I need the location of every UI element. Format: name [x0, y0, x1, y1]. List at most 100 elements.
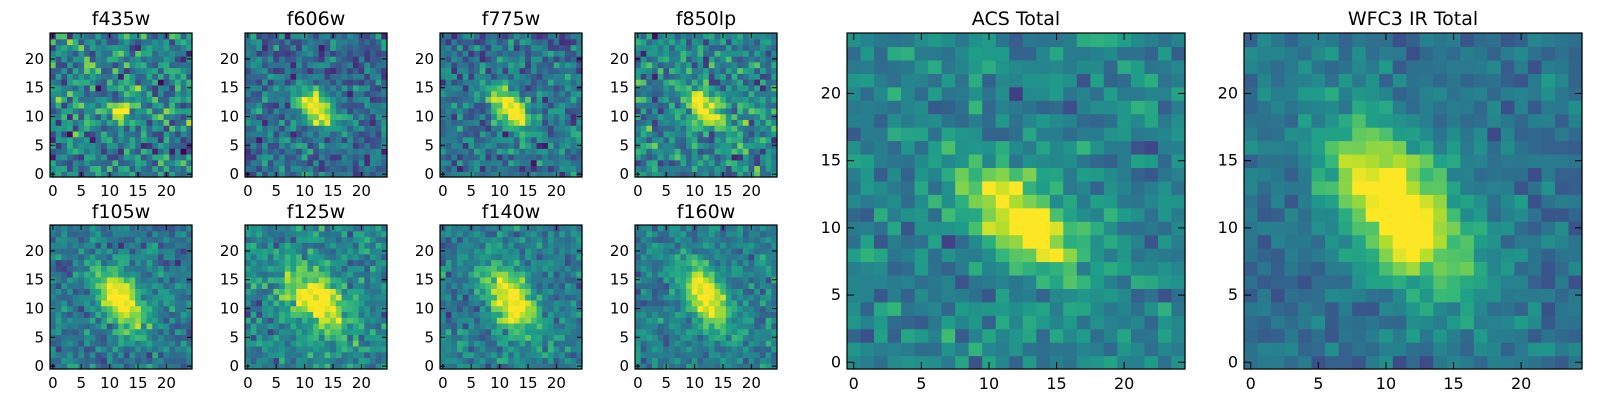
- heatmap-cell: [318, 311, 326, 318]
- heatmap-cell: [296, 253, 303, 261]
- heatmap-cell: [358, 61, 365, 69]
- heatmap-cell: [708, 363, 716, 370]
- heatmap-cell: [530, 142, 538, 149]
- heatmap-cell: [163, 73, 170, 80]
- heatmap-cell: [731, 61, 738, 69]
- heatmap-cell: [89, 56, 97, 63]
- heatmap-cell: [324, 357, 331, 364]
- heatmap-cell: [663, 276, 670, 284]
- heatmap-cell: [163, 38, 170, 46]
- heatmap-cell: [313, 73, 320, 80]
- heatmap-cell: [462, 299, 469, 307]
- heatmap-cell: [519, 67, 526, 74]
- heatmap-cell: [530, 73, 538, 80]
- heatmap-cell: [84, 79, 91, 86]
- heatmap-cell: [335, 102, 343, 109]
- heatmap-cell: [174, 311, 182, 318]
- heatmap-cell: [267, 102, 274, 109]
- heatmap-cell: [508, 102, 515, 109]
- heatmap-cell: [250, 33, 257, 40]
- heatmap-cell: [652, 79, 659, 86]
- heatmap-cell: [674, 142, 682, 149]
- heatmap-cell: [95, 271, 102, 278]
- heatmap-cell: [530, 265, 538, 272]
- heatmap-cell: [347, 340, 354, 347]
- heatmap-cell: [451, 236, 458, 243]
- heatmap-cell: [290, 236, 297, 243]
- x-tick-label: 10: [490, 374, 509, 392]
- heatmap-cell: [759, 67, 767, 74]
- heatmap-cell: [174, 230, 182, 238]
- heatmap-cell: [352, 265, 360, 272]
- heatmap-cell: [101, 340, 108, 347]
- heatmap-cell: [123, 102, 131, 109]
- heatmap-cell: [697, 305, 704, 312]
- heatmap-cell: [754, 33, 761, 40]
- heatmap-cell: [301, 236, 309, 243]
- heatmap-cell: [135, 84, 142, 92]
- heatmap-cell: [635, 38, 642, 46]
- heatmap-cell: [174, 113, 182, 120]
- heatmap-cell: [640, 107, 647, 115]
- heatmap-cell: [737, 33, 744, 40]
- heatmap-cell: [559, 148, 566, 155]
- heatmap-cell: [245, 119, 252, 126]
- heatmap-cell: [174, 242, 182, 249]
- heatmap-cell: [375, 90, 382, 97]
- heatmap-cell: [502, 282, 509, 289]
- heatmap-cell: [635, 159, 642, 167]
- heatmap-cell: [680, 67, 687, 74]
- heatmap-cell: [279, 265, 286, 272]
- heatmap-cell: [347, 130, 354, 138]
- heatmap-cell: [725, 84, 733, 92]
- heatmap-cell: [180, 148, 187, 155]
- heatmap-cell: [703, 165, 710, 172]
- heatmap-cell: [135, 159, 142, 167]
- heatmap-cell: [180, 107, 187, 115]
- heatmap-cell: [358, 79, 365, 86]
- heatmap-cell: [78, 334, 85, 341]
- heatmap-cell: [347, 33, 354, 40]
- heatmap-cell: [358, 242, 365, 249]
- heatmap-cell: [462, 322, 469, 330]
- heatmap-cell: [267, 107, 274, 115]
- heatmap-cell: [318, 125, 326, 132]
- heatmap-cell: [157, 225, 165, 232]
- heatmap-cell: [703, 79, 710, 86]
- heatmap-cell: [536, 248, 543, 255]
- heatmap-cell: [669, 165, 676, 172]
- heatmap-cell: [491, 322, 498, 330]
- heatmap-cell: [129, 299, 136, 307]
- heatmap-cell: [708, 102, 716, 109]
- heatmap-cell: [553, 242, 560, 249]
- heatmap-cell: [375, 44, 382, 51]
- heatmap-cell: [765, 79, 772, 86]
- heatmap-cell: [250, 259, 257, 266]
- heatmap-cell: [462, 165, 469, 172]
- heatmap-cell: [318, 225, 326, 232]
- heatmap-cell: [765, 119, 772, 126]
- heatmap-cell: [502, 271, 509, 278]
- heatmap-cell: [680, 351, 687, 359]
- heatmap-cell: [369, 113, 377, 120]
- heatmap-cell: [519, 236, 526, 243]
- heatmap-cell: [375, 230, 382, 238]
- heatmap-cell: [759, 148, 767, 155]
- heatmap-cell: [106, 79, 114, 86]
- heatmap-cell: [101, 242, 108, 249]
- heatmap-cell: [519, 265, 526, 272]
- heatmap-cell: [135, 340, 142, 347]
- heatmap-cell: [347, 96, 354, 103]
- heatmap-cell: [576, 73, 583, 80]
- heatmap-cell: [341, 265, 348, 272]
- heatmap-cell: [703, 334, 710, 341]
- heatmap-cell: [759, 79, 767, 86]
- heatmap-cell: [55, 345, 62, 353]
- heatmap-cell: [674, 79, 682, 86]
- heatmap-cell: [513, 38, 521, 46]
- heatmap-cell: [564, 84, 572, 92]
- heatmap-cell: [457, 265, 464, 272]
- heatmap-cell: [50, 119, 57, 126]
- heatmap-cell: [358, 56, 365, 63]
- heatmap-cell: [525, 248, 532, 255]
